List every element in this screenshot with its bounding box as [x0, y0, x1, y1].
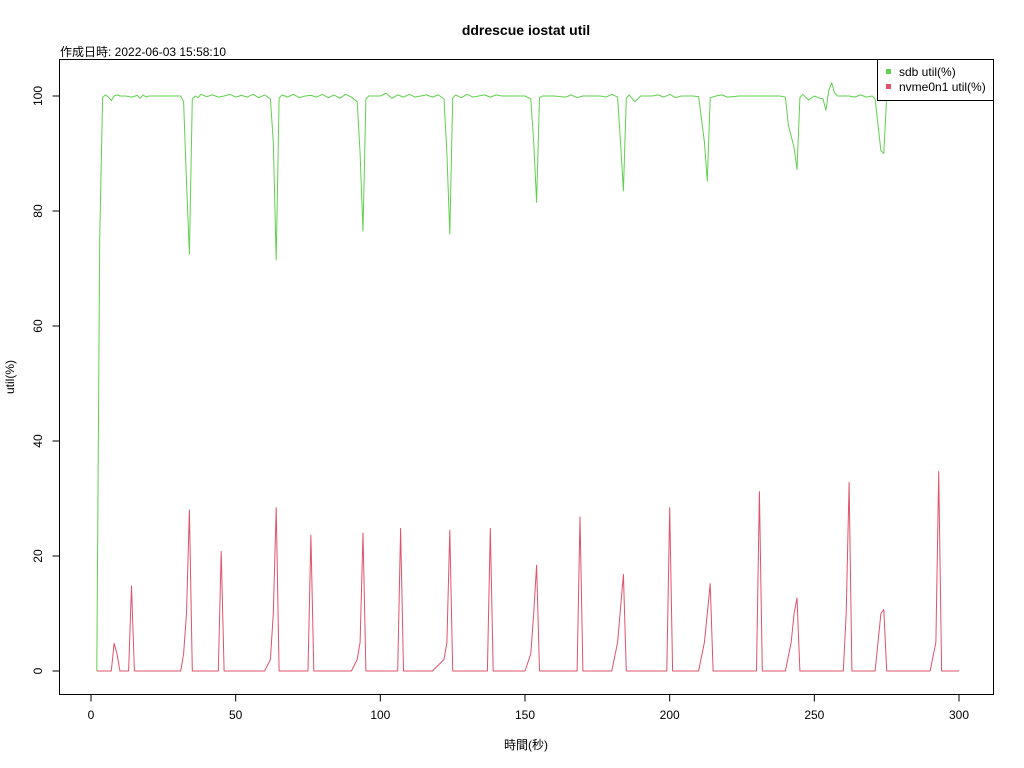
legend-box [877, 59, 994, 101]
chart-subtitle: 作成日時: 2022-06-03 15:58:10 [60, 45, 226, 59]
y-axis-label: util(%) [3, 360, 17, 394]
y-tick-label: 20 [31, 549, 45, 563]
legend: sdb util(%) nvme0n1 util(%) [877, 59, 994, 101]
x-tick-label: 200 [660, 708, 680, 722]
x-tick-label: 0 [88, 708, 95, 722]
y-axis: 0 20 40 60 80 100 [31, 86, 60, 674]
y-tick-label: 60 [31, 319, 45, 333]
series-line-sdb [96, 82, 888, 672]
y-tick-label: 100 [31, 86, 45, 106]
series-layer [96, 82, 959, 672]
plot-frame [59, 59, 994, 695]
y-tick-label: 40 [31, 434, 45, 448]
x-axis-label: 時間(秒) [504, 738, 548, 752]
series-line-nvme [96, 471, 959, 672]
chart-title: ddrescue iostat util [462, 22, 590, 38]
x-tick-label: 300 [949, 708, 969, 722]
legend-label-nvme: nvme0n1 util(%) [899, 80, 986, 94]
x-axis: 0 50 100 150 200 250 300 [88, 694, 969, 722]
y-tick-label: 80 [31, 204, 45, 218]
y-tick-label: 0 [31, 667, 45, 674]
legend-swatch-nvme [886, 84, 891, 89]
legend-swatch-sdb [886, 69, 891, 74]
x-tick-label: 250 [804, 708, 824, 722]
legend-label-sdb: sdb util(%) [899, 65, 956, 79]
x-tick-label: 100 [370, 708, 390, 722]
x-tick-label: 150 [515, 708, 535, 722]
x-tick-label: 50 [229, 708, 243, 722]
